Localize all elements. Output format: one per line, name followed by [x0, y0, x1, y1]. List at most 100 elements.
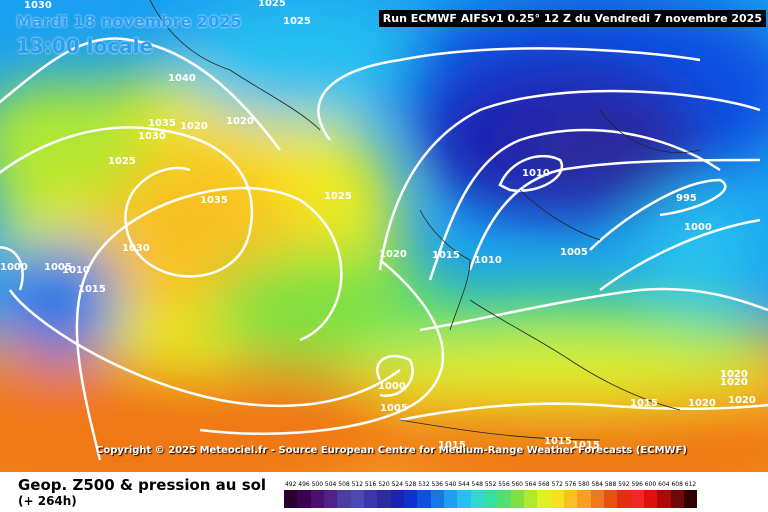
scale-swatch: [657, 490, 671, 508]
scale-step: 580: [577, 480, 591, 508]
scale-value: 560: [511, 481, 523, 488]
isobar-label: 1015: [78, 284, 106, 295]
scale-step: 504: [323, 480, 338, 508]
scale-step: 552: [483, 480, 498, 508]
scale-value: 568: [538, 481, 550, 488]
scale-value: 532: [418, 481, 430, 488]
scale-step: 564: [523, 480, 538, 508]
scale-value: 584: [591, 481, 603, 488]
scale-value: 600: [644, 481, 657, 488]
scale-value: 564: [524, 481, 537, 488]
scale-swatch: [483, 490, 498, 508]
isobar-label: 1000: [684, 222, 712, 233]
geopotential-field: [0, 0, 768, 472]
isobar-label: 1000: [0, 262, 28, 273]
scale-swatch: [683, 490, 698, 508]
scale-swatch: [523, 490, 538, 508]
scale-step: 612: [683, 480, 698, 508]
isobar-label: 1010: [474, 255, 502, 266]
scale-value: 536: [431, 481, 443, 488]
scale-value: 520: [378, 481, 390, 488]
scale-step: 508: [337, 480, 351, 508]
scale-value: 540: [444, 481, 457, 488]
scale-value: 508: [338, 481, 350, 488]
forecast-offset: (+ 264h): [18, 494, 77, 508]
scale-step: 532: [417, 480, 431, 508]
scale-swatch: [630, 490, 644, 508]
scale-value: 612: [684, 481, 697, 488]
scale-step: 556: [497, 480, 511, 508]
scale-value: 596: [631, 481, 643, 488]
isobar-label: 1020: [379, 249, 407, 260]
scale-swatch: [403, 490, 418, 508]
forecast-time: 13:00 locale: [16, 34, 153, 58]
isobar-label: 1025: [324, 191, 352, 202]
scale-swatch: [617, 490, 631, 508]
scale-step: 516: [363, 480, 378, 508]
isobar-label: 1030: [24, 0, 52, 11]
scale-swatch: [297, 490, 311, 508]
isobar-label: 1035: [200, 195, 228, 206]
scale-value: 492: [284, 481, 297, 488]
scale-step: 492: [284, 480, 298, 508]
isobar-label: 1005: [560, 247, 588, 258]
map-title: Geop. Z500 & pression au sol: [18, 476, 267, 494]
isobar-label: 1005: [44, 262, 72, 273]
scale-step: 608: [670, 480, 684, 508]
scale-step: 496: [297, 480, 311, 508]
scale-swatch: [310, 490, 324, 508]
scale-swatch: [323, 490, 338, 508]
map-footer: Geop. Z500 & pression au sol (+ 264h) 49…: [0, 472, 768, 512]
scale-step: 512: [350, 480, 364, 508]
isobar-label: 1010: [62, 265, 90, 276]
scale-value: 512: [351, 481, 364, 488]
scale-value: 572: [551, 481, 563, 488]
isobar-label: 1020: [720, 369, 748, 380]
scale-step: 576: [563, 480, 578, 508]
isobar-label: 1015: [572, 440, 600, 451]
isobar-label: 1030: [122, 243, 150, 254]
scale-value: 580: [578, 481, 590, 488]
scale-step: 568: [537, 480, 551, 508]
isobar-label: 1020: [720, 377, 748, 388]
scale-value: 504: [324, 481, 337, 488]
scale-value: 556: [498, 481, 510, 488]
copyright-notice: Copyright © 2025 Meteociel.fr - Source E…: [96, 445, 687, 456]
scale-swatch: [643, 490, 658, 508]
scale-swatch: [284, 490, 298, 508]
isobar-label: 1015: [432, 250, 460, 261]
scale-value: 592: [618, 481, 630, 488]
scale-step: 540: [443, 480, 458, 508]
scale-step: 524: [390, 480, 404, 508]
scale-value: 608: [671, 481, 683, 488]
scale-value: 548: [471, 481, 483, 488]
isobar-label: 1025: [283, 16, 311, 27]
scale-value: 588: [604, 481, 617, 488]
scale-swatch: [337, 490, 351, 508]
scale-swatch: [510, 490, 524, 508]
scale-value: 544: [458, 481, 470, 488]
scale-value: 604: [658, 481, 670, 488]
isobar-label: 1025: [108, 156, 136, 167]
scale-swatch: [350, 490, 364, 508]
scale-step: 604: [657, 480, 671, 508]
isobar-label: 1020: [728, 395, 756, 406]
scale-swatch: [537, 490, 551, 508]
scale-step: 600: [643, 480, 658, 508]
scale-step: 520: [377, 480, 391, 508]
scale-swatch: [363, 490, 378, 508]
isobar-label: 1010: [522, 168, 550, 179]
scale-value: 576: [564, 481, 577, 488]
scale-swatch: [417, 490, 431, 508]
isobar-label: 1020: [180, 121, 208, 132]
isobar-label: 1025: [258, 0, 286, 9]
scale-swatch: [563, 490, 578, 508]
scale-step: 500: [310, 480, 324, 508]
coastlines: [149, 0, 701, 441]
scale-swatch: [550, 490, 564, 508]
scale-step: 596: [630, 480, 644, 508]
isobar-label: 1020: [226, 116, 254, 127]
scale-swatch: [590, 490, 604, 508]
isobar-label: 995: [676, 193, 697, 204]
scale-step: 572: [550, 480, 564, 508]
